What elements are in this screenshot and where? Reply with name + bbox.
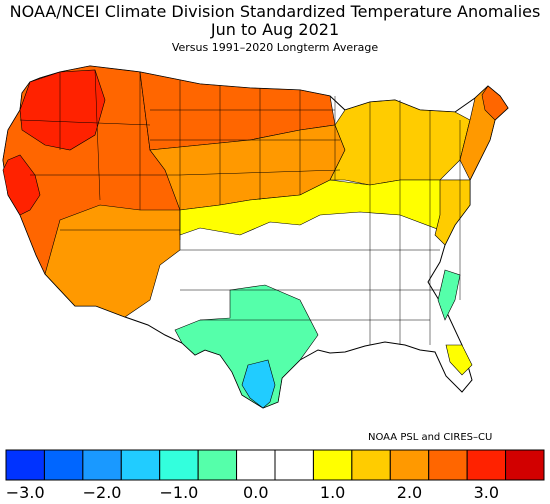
- color-bin: [312, 449, 353, 481]
- color-bin: [159, 449, 199, 481]
- region-mid-atlantic: [434, 179, 471, 246]
- color-bin: [82, 449, 122, 481]
- region-texas: [174, 284, 319, 409]
- color-bin: [236, 449, 276, 481]
- map-title: NOAA/NCEI Climate Division Standardized …: [9, 2, 541, 21]
- color-scale-tick-label: 0.0: [243, 483, 269, 502]
- region-south-texas: [241, 359, 276, 409]
- color-scale-tick-label: 3.0: [473, 483, 500, 502]
- color-bin: [197, 449, 238, 481]
- us-map: [2, 65, 509, 409]
- map-baseline: Versus 1991–2020 Longterm Average: [171, 41, 379, 54]
- color-bin: [428, 449, 468, 481]
- color-bin: [43, 449, 84, 481]
- color-scale-tick-label: 2.0: [396, 483, 423, 502]
- region-california-coast: [2, 154, 41, 216]
- color-bin: [389, 449, 430, 481]
- region-carolina-coast: [437, 269, 461, 321]
- region-florida: [445, 344, 473, 376]
- region-maine-north: [481, 85, 509, 121]
- credit-text: NOAA PSL and CIRES–CU: [368, 432, 493, 443]
- color-bin: [120, 449, 161, 481]
- color-bin: [5, 449, 45, 481]
- color-scale-tick-label: −2.0: [82, 483, 122, 502]
- color-bin: [274, 449, 314, 481]
- color-scale-tick-label: 1.0: [319, 483, 346, 502]
- color-scale-tick-label: −3.0: [5, 483, 45, 502]
- map-period: Jun to Aug 2021: [210, 20, 340, 39]
- color-bin: [505, 449, 545, 481]
- color-scale-bar: [5, 449, 545, 481]
- color-bin: [351, 449, 391, 481]
- color-bin: [466, 449, 507, 481]
- color-scale-tick-label: −1.0: [159, 483, 199, 502]
- division-lines: [19, 69, 461, 345]
